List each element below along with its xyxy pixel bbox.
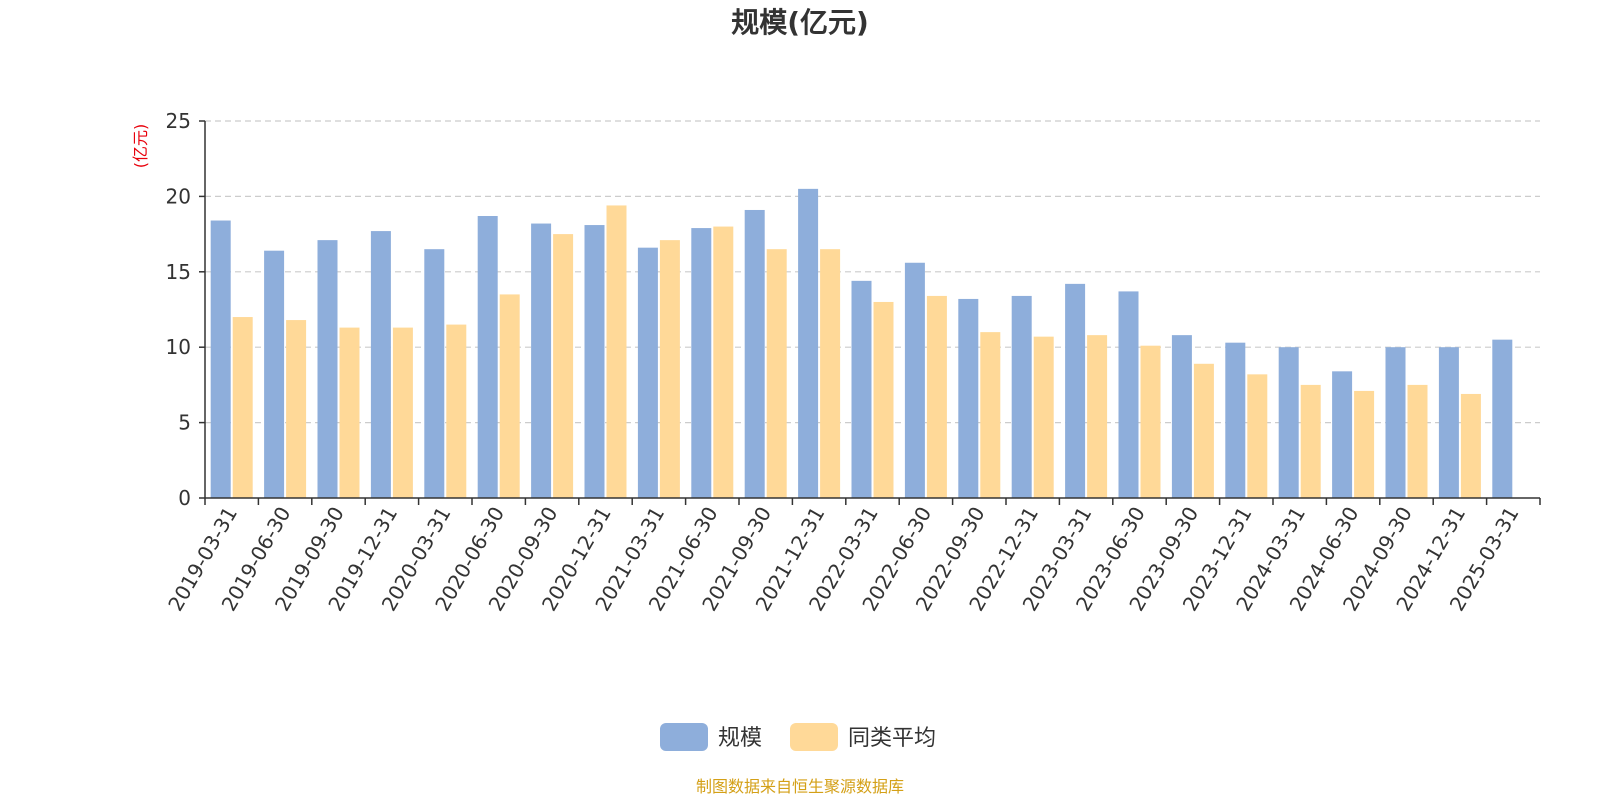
bar-scale [1011, 295, 1032, 498]
bar-peer-avg [446, 324, 467, 498]
bar-peer-avg [713, 226, 734, 498]
bar-scale [210, 220, 231, 498]
chart-title: 规模(亿元) [731, 6, 869, 39]
bar-peer-avg [1140, 345, 1161, 498]
bar-scale [1438, 347, 1459, 498]
bar-peer-avg [339, 327, 360, 498]
legend: 规模 同类平均 [660, 723, 936, 751]
bar-scale [477, 216, 498, 498]
bar-scale [1332, 371, 1353, 498]
axes [199, 120, 1541, 505]
bar-peer-avg [286, 320, 307, 498]
bar-peer-avg [1300, 384, 1321, 498]
y-tick-label: 25 [166, 109, 191, 133]
bar-scale [637, 247, 658, 498]
y-axis-label: (亿元) [131, 124, 150, 169]
bar-peer-avg [553, 234, 574, 498]
bar-scale [744, 209, 765, 499]
bar-scale [1492, 339, 1513, 498]
bar-scale [1385, 347, 1406, 498]
bar-peer-avg [392, 327, 413, 498]
legend-label-peer-avg: 同类平均 [848, 726, 936, 751]
y-tick-label: 15 [166, 260, 191, 284]
bar-scale [851, 280, 872, 498]
legend-label-scale: 规模 [718, 726, 762, 751]
legend-swatch-scale [660, 723, 708, 751]
source-note: 制图数据来自恒生聚源数据库 [696, 777, 904, 796]
bar-peer-avg [1087, 335, 1108, 498]
bar-scale [1171, 335, 1192, 498]
bar-scale [424, 249, 445, 498]
bar-peer-avg [606, 205, 627, 498]
bar-scale [958, 298, 979, 498]
bar-peer-avg [1407, 384, 1428, 498]
bar-peer-avg [1460, 393, 1481, 498]
bar-peer-avg [766, 249, 787, 498]
bar-scale [264, 250, 285, 498]
bar-scale [1225, 342, 1246, 498]
bar-peer-avg [232, 317, 253, 498]
bar-scale [531, 223, 552, 498]
bar-peer-avg [1193, 363, 1214, 498]
bar-scale [798, 188, 819, 499]
bar-peer-avg [499, 294, 520, 498]
bar-scale [1065, 283, 1086, 498]
y-tick-label: 10 [166, 335, 191, 359]
y-tick-labels: 0 5 10 15 20 25 [166, 109, 191, 510]
legend-swatch-peer-avg [790, 723, 838, 751]
bar-scale [370, 231, 391, 499]
bar-peer-avg [980, 332, 1001, 498]
bar-scale [584, 225, 605, 498]
bar-peer-avg [659, 240, 680, 498]
bar-peer-avg [873, 301, 894, 498]
bar-scale [691, 228, 712, 498]
bar-peer-avg [926, 295, 947, 498]
bar-scale [1278, 347, 1299, 498]
y-tick-label: 5 [178, 411, 191, 435]
bar-peer-avg [1247, 374, 1268, 498]
bars [210, 188, 1513, 499]
x-tick-labels: 2019-03-312019-06-302019-09-302019-12-31… [163, 503, 1524, 616]
y-tick-label: 0 [178, 486, 191, 510]
bar-peer-avg [1354, 390, 1375, 498]
y-tick-label: 20 [166, 184, 191, 208]
bar-peer-avg [1033, 336, 1054, 498]
bar-scale [904, 262, 925, 498]
bar-peer-avg [820, 249, 841, 498]
bar-scale [317, 240, 338, 498]
bar-scale [1118, 291, 1139, 498]
